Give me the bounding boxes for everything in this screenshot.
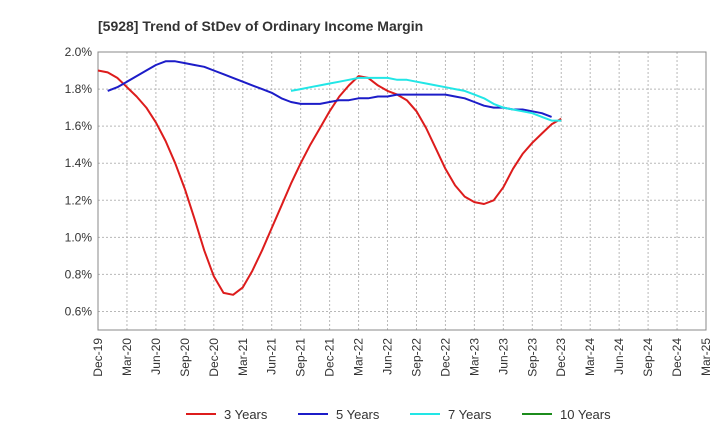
x-tick-label: Sep-21 [294, 338, 308, 377]
x-tick-label: Dec-20 [207, 338, 221, 377]
x-tick-label: Mar-21 [236, 338, 250, 376]
legend-label-10-years: 10 Years [560, 407, 611, 422]
axes: 2.0% 1.8% 1.6% 1.4% 1.2% 1.0% 0.8% 0.6% Dec-19 Ma… [65, 45, 713, 377]
x-tick-label: Dec-21 [323, 338, 337, 377]
legend-label-5-years: 5 Years [336, 407, 380, 422]
series-line-7-years [290, 76, 562, 122]
plot-frame [97, 51, 707, 331]
x-tick-label: Sep-24 [641, 338, 655, 377]
x-tick-label: Jun-22 [381, 338, 395, 375]
x-tick-label: Mar-24 [583, 338, 597, 376]
chart-title: [5928] Trend of StDev of Ordinary Income… [98, 18, 423, 34]
x-tick-label: Sep-23 [525, 338, 539, 377]
legend-label-3-years: 3 Years [224, 407, 268, 422]
x-tick-label: Sep-22 [409, 338, 423, 377]
legend: 3 Years 5 Years 7 Years 10 Years [186, 407, 611, 422]
x-tick-label: Dec-24 [670, 338, 684, 377]
x-tick-label: Mar-23 [467, 338, 481, 376]
grid [97, 51, 707, 330]
series-line-3-years [97, 69, 562, 296]
x-tick-label: Dec-22 [438, 338, 452, 377]
y-tick-label: 0.8% [65, 267, 93, 281]
legend-label-7-years: 7 Years [448, 407, 492, 422]
x-tick-label: Jun-24 [612, 338, 626, 375]
y-tick-label: 1.2% [65, 193, 93, 207]
y-tick-label: 0.6% [65, 304, 93, 318]
y-tick-label: 1.6% [65, 119, 93, 133]
series-line-5-years [107, 60, 552, 118]
y-tick-label: 1.0% [65, 230, 93, 244]
x-tick-label: Mar-22 [352, 338, 366, 376]
x-tick-label: Jun-23 [496, 338, 510, 375]
y-tick-label: 1.4% [65, 156, 93, 170]
x-tick-label: Mar-25 [699, 338, 713, 376]
y-tick-label: 2.0% [65, 45, 93, 59]
x-tick-label: Dec-23 [554, 338, 568, 377]
x-tick-label: Sep-20 [178, 338, 192, 377]
x-tick-label: Mar-20 [120, 338, 134, 376]
y-tick-label: 1.8% [65, 82, 93, 96]
series-lines [97, 60, 562, 296]
x-tick-label: Jun-21 [265, 338, 279, 375]
x-tick-label: Dec-19 [91, 338, 105, 377]
x-tick-label: Jun-20 [149, 338, 163, 375]
